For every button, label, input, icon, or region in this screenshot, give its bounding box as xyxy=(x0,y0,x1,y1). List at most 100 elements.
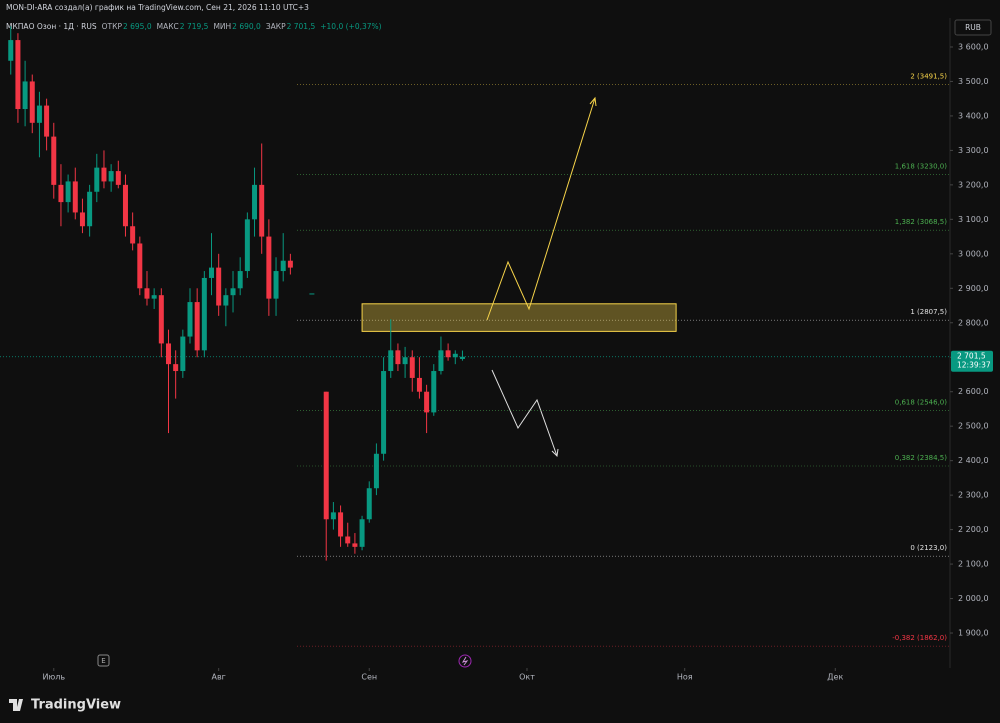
header-text: МАКС xyxy=(157,22,179,31)
candle-body xyxy=(388,350,394,372)
header-text: 2 690,0 xyxy=(232,22,261,31)
candle-body xyxy=(273,271,279,299)
y-tick-label: 3 100,0 xyxy=(958,215,989,224)
candle-body xyxy=(209,267,215,278)
y-tick-label: 2 000,0 xyxy=(958,594,989,603)
brand: TradingView xyxy=(31,698,121,713)
candle-body xyxy=(87,191,93,227)
header-text: МКПАО Озон · 1Д · RUS xyxy=(6,22,97,31)
header-text: 2 719,5 xyxy=(180,22,209,31)
candle-body xyxy=(201,277,207,351)
candle-body xyxy=(244,219,250,272)
candle-body xyxy=(79,212,85,227)
candle-body xyxy=(424,391,430,413)
candle-body xyxy=(323,391,329,520)
candle-body xyxy=(130,226,136,244)
earnings-label: E xyxy=(101,657,105,665)
x-tick-label: Июль xyxy=(43,673,66,682)
candle-body xyxy=(352,543,358,547)
candle-body xyxy=(395,350,401,365)
projection-up xyxy=(486,97,596,321)
candle-body xyxy=(459,356,465,359)
y-tick-label: 2 400,0 xyxy=(958,456,989,465)
event-marker xyxy=(458,654,472,668)
projection-down xyxy=(491,369,558,457)
fib-label: 0 (2123,0) xyxy=(910,544,947,552)
candle-body xyxy=(44,105,50,137)
y-tick-label: 3 500,0 xyxy=(958,77,989,86)
candle-body xyxy=(122,184,128,227)
y-tick-label: 3 600,0 xyxy=(958,42,989,51)
candle-body xyxy=(151,295,157,299)
candle-body xyxy=(266,236,272,299)
last-price-label: 2 701,5 xyxy=(957,352,986,361)
fib-label: 2 (3491,5) xyxy=(910,72,947,80)
candle-body xyxy=(180,336,186,372)
header-text: +10,0 (+0,37%) xyxy=(320,22,381,31)
fib-label: 1 (2807,5) xyxy=(910,308,947,316)
candle-body xyxy=(409,357,415,378)
countdown: 12:39:37 xyxy=(957,361,991,370)
fib-label: 1,382 (3068,5) xyxy=(895,218,947,226)
candle-body xyxy=(36,105,42,123)
candle-body xyxy=(287,260,293,268)
candle-body xyxy=(366,488,372,520)
x-tick-label: Авг xyxy=(211,673,225,682)
y-tick-label: 2 500,0 xyxy=(958,422,989,431)
y-tick-label: 1 900,0 xyxy=(958,629,989,638)
fib-label: 0,618 (2546,0) xyxy=(895,398,947,406)
arrow-head xyxy=(589,96,597,107)
fib-label: 1,618 (3230,0) xyxy=(895,163,947,171)
candle-body xyxy=(165,343,171,365)
header-text: ОТКР xyxy=(102,22,123,31)
candle-body xyxy=(15,40,21,110)
candle-body xyxy=(94,167,100,192)
symbol-line: МКПАО Озон · 1Д · RUS ОТКР 2 695,0 МАКС 2 71… xyxy=(6,22,382,31)
header-text: МИН xyxy=(213,22,231,31)
target-zone xyxy=(361,303,677,332)
candle-body xyxy=(259,184,265,237)
candle-body xyxy=(252,184,258,220)
candle-body xyxy=(452,353,458,358)
y-tick-label: 2 300,0 xyxy=(958,491,989,500)
arrow-head xyxy=(551,448,559,458)
candle-body xyxy=(338,512,344,537)
logo: TradingView xyxy=(9,698,121,713)
candle-body xyxy=(237,271,243,289)
candle-body xyxy=(194,302,200,351)
fib-label: 0,382 (2384,5) xyxy=(895,454,947,462)
candle-body xyxy=(416,377,422,392)
y-tick-label: 2 600,0 xyxy=(958,387,989,396)
candle-body xyxy=(223,295,229,306)
candle-body xyxy=(101,167,107,182)
y-tick-label: 3 300,0 xyxy=(958,146,989,155)
candle-body xyxy=(216,267,222,306)
y-tick-label: 3 200,0 xyxy=(958,180,989,189)
candle-body xyxy=(51,136,57,185)
event-icon xyxy=(461,656,469,666)
candle-body xyxy=(173,364,179,372)
candle-body xyxy=(330,512,336,520)
candle-body xyxy=(58,184,64,203)
currency-box xyxy=(954,19,992,36)
candle-body xyxy=(381,371,387,454)
candle-body xyxy=(115,171,121,185)
y-tick-label: 2 100,0 xyxy=(958,560,989,569)
candle-body xyxy=(309,293,315,295)
candle-body xyxy=(72,181,78,213)
candle-body xyxy=(373,453,379,489)
candle-body xyxy=(8,40,14,61)
candle-body xyxy=(431,371,437,413)
candle-body xyxy=(402,357,408,365)
candle-body xyxy=(144,288,150,299)
x-tick-label: Ноя xyxy=(677,673,693,682)
candle-body xyxy=(29,81,35,123)
credit: MON-DI-ARA создал(а) график на TradingVi… xyxy=(6,3,309,12)
last-price-tag xyxy=(951,350,993,372)
y-tick-label: 2 800,0 xyxy=(958,318,989,327)
candle-body xyxy=(187,302,193,337)
candle-body xyxy=(158,295,164,344)
currency: RUB xyxy=(965,23,981,32)
